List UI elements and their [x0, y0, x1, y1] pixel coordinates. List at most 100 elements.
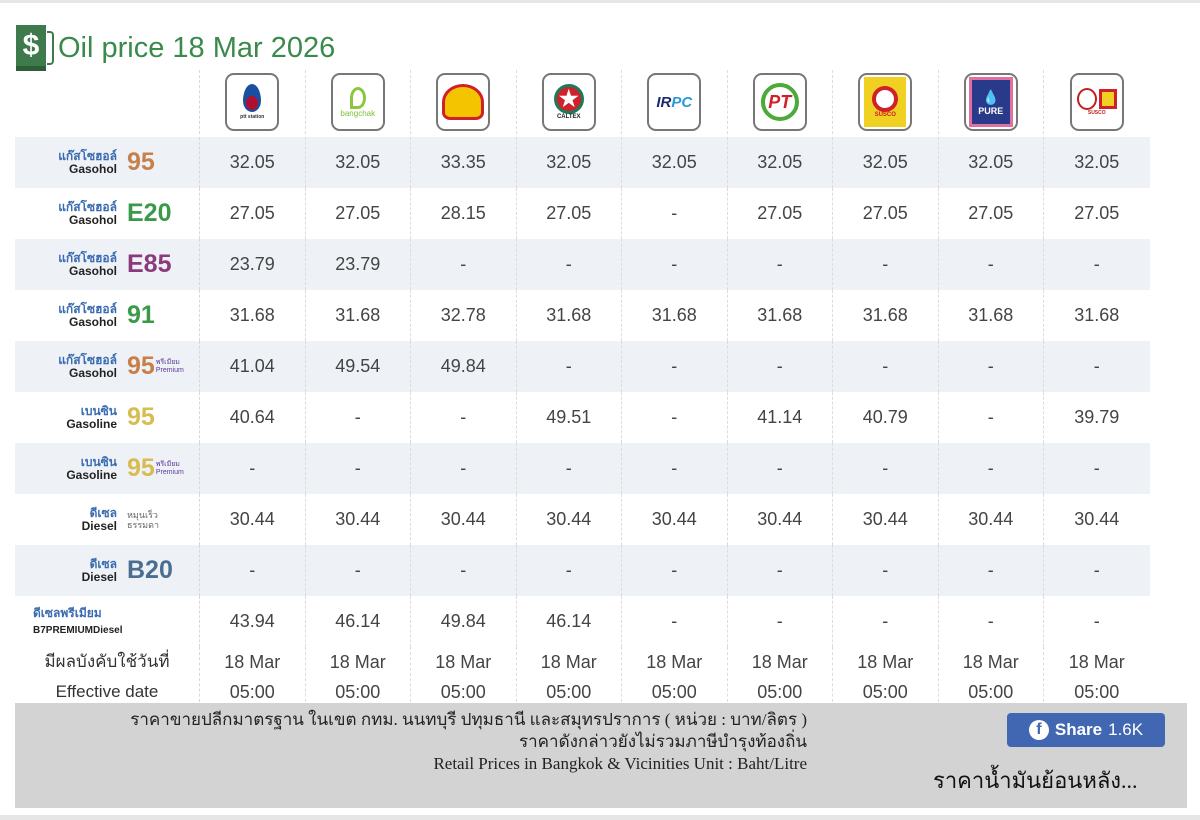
logo-graphic: 💧 — [982, 88, 1000, 105]
price-cell: - — [1093, 560, 1100, 580]
price-cell: - — [939, 545, 1044, 596]
price-cell: - — [517, 239, 622, 290]
price-cell: - — [1093, 458, 1100, 478]
price-cell: 23.79 — [200, 239, 306, 290]
fuel-grade: หมุนเร็ว ธรรมดา — [127, 510, 185, 530]
price-cell: 31.68 — [306, 290, 411, 341]
bottom-border — [0, 815, 1200, 820]
logo-graphic: PT — [760, 83, 799, 121]
effective-time: 05:00 — [968, 682, 1014, 702]
fuel-grade: 95 — [127, 148, 185, 177]
fuel-grade: E85 — [127, 250, 185, 279]
price-cell: - — [200, 545, 306, 596]
price-cell: 27.05 — [517, 188, 622, 239]
price-cell: 27.05 — [833, 188, 939, 239]
fuel-name-english: Diesel — [81, 569, 117, 584]
effective-cell: 18 Mar 05:00 — [306, 647, 411, 707]
effective-cell: 18 Mar 05:00 — [1044, 647, 1150, 707]
grade-text: E85 — [127, 250, 172, 278]
effective-cell: 18 Mar 05:00 — [939, 647, 1044, 707]
brand-logo-pt: PT — [752, 73, 807, 131]
effective-time: 05:00 — [862, 682, 908, 702]
price-cell: 30.44 — [517, 494, 622, 545]
fuel-names: เบนซิน Gasoline — [66, 454, 117, 482]
logo-graphic: SUSCO — [874, 112, 896, 118]
oil-price-table: ptt station bangchak ★ CALTEX IRPC PT SUSCO 💧 PU… — [15, 70, 1150, 707]
grade-text: 95 — [127, 454, 155, 482]
price-cell: - — [411, 392, 517, 443]
price-cell: 27.05 — [306, 188, 411, 239]
price-cell: - — [622, 341, 728, 392]
price-cell: - — [622, 188, 728, 239]
price-cell: - — [622, 545, 728, 596]
price-cell: - — [622, 239, 728, 290]
fuel-name-thai: แก๊สโซฮอล์ — [58, 199, 117, 214]
price-cell: 41.14 — [728, 392, 833, 443]
effective-cell: 18 Mar 05:00 — [622, 647, 728, 707]
fuel-row: แก๊สโซฮอล์ Gasohol 95 32.05 32.05 33.35 32.05 3… — [15, 137, 1150, 188]
header-spacer — [15, 70, 200, 134]
price-cell: - — [833, 443, 939, 494]
fuel-label: แก๊สโซฮอล์ Gasohol 95 — [15, 137, 200, 188]
price-cell: 30.44 — [306, 494, 411, 545]
price-cell: 39.79 — [1074, 407, 1120, 427]
effective-time: 05:00 — [440, 682, 486, 702]
brand-cell — [411, 70, 517, 134]
fuel-name-thai: ดีเซล — [89, 505, 117, 520]
price-cell: 49.84 — [411, 341, 517, 392]
price-cell: - — [939, 239, 1044, 290]
logo-graphic: CALTEX — [556, 114, 581, 120]
price-cell: - — [411, 443, 517, 494]
price-cell: 32.05 — [939, 137, 1044, 188]
price-cell: 27.05 — [939, 188, 1044, 239]
price-cell: 31.68 — [833, 290, 939, 341]
brand-cell: bangchak — [306, 70, 411, 134]
effective-time: 05:00 — [757, 682, 803, 702]
effective-date: 18 Mar — [857, 652, 914, 672]
brand-logo-ptt: ptt station — [225, 73, 280, 131]
price-cell: - — [1093, 611, 1100, 631]
facebook-share-button[interactable]: f Share 1.6K — [1007, 713, 1165, 747]
price-cell: - — [728, 596, 833, 647]
price-cell: - — [939, 596, 1044, 647]
price-cell: 31.68 — [1074, 305, 1120, 325]
price-history-link[interactable]: ราคาน้ำมันย้อนหลัง... — [933, 768, 1138, 793]
fuel-name-english: Gasohol — [68, 161, 117, 176]
brand-logo-susco: SUSCO — [858, 73, 913, 131]
fuel-name-english: Gasoline — [66, 416, 117, 431]
fuel-name-english: Gasoline — [66, 467, 117, 482]
logo-graphic: SUSCO — [864, 77, 907, 127]
logo-graphic: PC — [671, 93, 693, 111]
price-cell: 28.15 — [411, 188, 517, 239]
grade-subtext: พรีเมียม Premium — [155, 358, 184, 374]
brand-logo-pure: 💧 PURE — [963, 73, 1018, 131]
price-cell: 40.64 — [200, 392, 306, 443]
fuel-names: แก๊สโซฮอล์ Gasohol — [58, 353, 117, 380]
title-text: Oil price 18 Mar 2026 — [58, 31, 336, 64]
grade-subtext: หมุนเร็ว ธรรมดา — [127, 509, 159, 530]
fuel-row: เบนซิน Gasoline 95 40.64- -49.51-41.14 40.79-… — [15, 392, 1150, 443]
effective-cell: 18 Mar 05:00 — [200, 647, 306, 707]
price-cell: 32.05 — [833, 137, 939, 188]
note-standard-price: ราคาขายปลีกมาตรฐาน ในเขต กทม. นนทบุรี ปท… — [130, 710, 807, 729]
effective-date: 18 Mar — [962, 652, 1019, 672]
effective-cell: 18 Mar 05:00 — [411, 647, 517, 707]
logo-graphic — [1098, 89, 1117, 109]
brand-logo-bangchak: bangchak — [330, 73, 385, 131]
page-title: $ Oil price 18 Mar 2026 — [16, 22, 335, 74]
logo-graphic — [243, 84, 262, 112]
grade-subtext: พรีเมียม Premium — [155, 460, 184, 476]
price-cell: 49.54 — [306, 341, 411, 392]
fuel-label: แก๊สโซฮอล์ Gasohol E85 — [15, 239, 200, 290]
share-count: 1.6K — [1108, 720, 1144, 739]
effective-date: 18 Mar — [1068, 652, 1125, 672]
fuel-row: แก๊สโซฮอล์ Gasohol 95 พรีเมียม Premium 41.04… — [15, 341, 1150, 392]
footer: ราคาขายปลีกมาตรฐาน ในเขต กทม. นนทบุรี ปท… — [15, 703, 1187, 808]
price-cell: 46.14 — [517, 596, 622, 647]
fuel-name-thai: เบนซิน — [80, 454, 117, 469]
facebook-icon: f — [1028, 720, 1049, 740]
fuel-names: แก๊สโซฮอล์ Gasohol — [58, 149, 117, 176]
grade-text: B20 — [127, 556, 173, 584]
grade-text: 95 — [127, 148, 155, 176]
effective-label: มีผลบังคับใช้วันที่ Effective date — [15, 647, 200, 707]
